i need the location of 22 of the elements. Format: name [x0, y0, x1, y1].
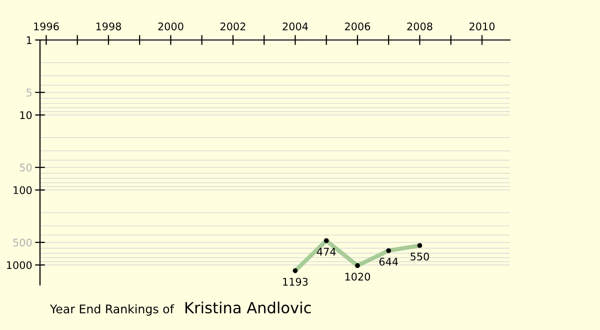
y-tick-label: 500 [13, 238, 32, 246]
x-tick-label: 2008 [407, 22, 432, 30]
y-tick-label: 1 [26, 36, 32, 44]
data-label: 1020 [345, 272, 370, 281]
text: Kristina Andlovic [186, 302, 311, 314]
y-tick-label: 50 [20, 164, 32, 172]
y-tick-label: 100 [14, 186, 32, 194]
x-tick-label: 2002 [220, 22, 246, 30]
text: Year End Rankings of [50, 304, 174, 316]
data-label: 1193 [283, 278, 308, 286]
data-label: 644 [379, 258, 398, 266]
x-tick-label: 2000 [158, 22, 184, 30]
y-tick-label: 10 [20, 111, 32, 120]
x-tick-label: 2006 [344, 22, 370, 30]
y-tick-label: 1000 [6, 261, 32, 270]
data-label: 550 [410, 252, 429, 261]
x-tick-label: 1998 [96, 22, 122, 30]
x-tick-label: 2010 [469, 22, 495, 30]
x-tick-label: 1996 [34, 22, 59, 30]
y-tick-label: 5 [26, 88, 32, 97]
x-tick-label: 2004 [282, 22, 308, 30]
data-label: 474 [316, 248, 336, 256]
